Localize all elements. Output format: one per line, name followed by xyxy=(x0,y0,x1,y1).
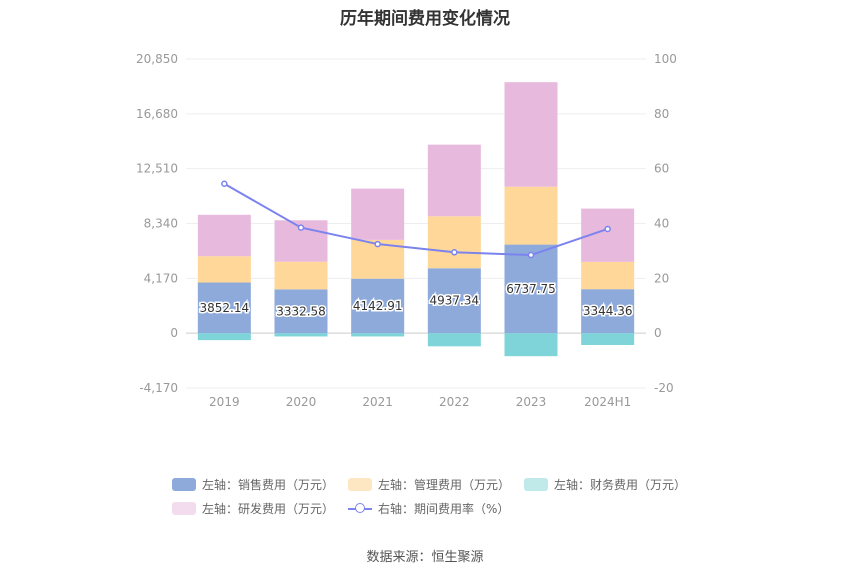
right-axis-tick-label: 60 xyxy=(654,162,669,176)
left-axis-tick-label: 12,510 xyxy=(136,162,178,176)
bar-segment xyxy=(581,261,635,290)
bar-segment xyxy=(504,186,558,245)
legend-swatch-admin xyxy=(348,477,373,491)
expense-rate-point xyxy=(451,249,458,256)
expense-rate-line xyxy=(223,182,608,257)
bar-segment xyxy=(274,333,328,337)
bar-segment xyxy=(351,188,405,240)
legend-swatch-sales xyxy=(172,477,196,491)
left-axis-tick-label: 4,170 xyxy=(144,271,178,285)
left-axis-tick-label: 8,340 xyxy=(144,217,178,231)
bar-data-label: 4937.34 xyxy=(430,294,480,308)
legend-label-sales: 左轴：销售费用（万元） xyxy=(202,477,335,492)
bar-segment xyxy=(274,261,328,290)
left-axis-tick-label: 16,680 xyxy=(136,107,178,121)
bar-segment xyxy=(504,333,558,357)
legend-swatch-rnd xyxy=(172,501,196,515)
x-axis-tick-label: 2022 xyxy=(439,395,470,409)
chart-legend: 左轴：销售费用（万元） 左轴：管理费用（万元） 左轴：财务费用（万元） 左轴：研… xyxy=(172,472,712,520)
left-axis-tick-label: 0 xyxy=(170,326,178,340)
legend-row-2: 左轴：研发费用（万元） 右轴：期间费用率（%） xyxy=(172,496,712,520)
bar-segment xyxy=(197,282,251,334)
legend-item-expense-rate[interactable]: 右轴：期间费用率（%） xyxy=(348,500,509,517)
x-axis-tick-label: 2024H1 xyxy=(584,395,631,409)
bar-segment xyxy=(581,333,635,346)
bar-data-label: 3852.14 xyxy=(200,301,250,315)
legend-item-finance[interactable]: 左轴：财务费用（万元） xyxy=(524,476,686,493)
left-axis-tick-label: -4,170 xyxy=(139,381,178,395)
legend-label-admin: 左轴：管理费用（万元） xyxy=(378,477,511,492)
bar-data-label: 4142.91 xyxy=(353,299,403,313)
bar-data-label: 3332.58 xyxy=(276,304,326,318)
expense-rate-point xyxy=(221,180,228,187)
bar-segment xyxy=(504,244,558,334)
legend-item-rnd[interactable]: 左轴：研发费用（万元） xyxy=(172,500,334,517)
legend-item-sales[interactable]: 左轴：销售费用（万元） xyxy=(172,476,334,493)
bar-segment xyxy=(351,333,405,337)
bar-segment xyxy=(427,144,481,217)
x-axis-tick-label: 2020 xyxy=(286,395,317,409)
legend-swatch-finance xyxy=(524,477,549,491)
x-axis-tick-label: 2023 xyxy=(516,395,547,409)
left-axis-tick-label: 20,850 xyxy=(136,52,178,66)
legend-label-expense-rate: 右轴：期间费用率（%） xyxy=(378,501,510,516)
right-axis-tick-label: 40 xyxy=(654,217,669,231)
right-axis-tick-label: -20 xyxy=(654,381,674,395)
right-axis-tick-label: 20 xyxy=(654,271,669,285)
data-source-note: 数据来源：恒生聚源 xyxy=(366,550,484,565)
right-axis-tick-label: 80 xyxy=(654,107,669,121)
bar-segment xyxy=(427,268,481,334)
expense-rate-point xyxy=(527,251,535,259)
expense-rate-point xyxy=(604,225,611,233)
right-axis-tick-label: 100 xyxy=(654,52,677,66)
legend-line-marker-icon xyxy=(348,502,373,515)
bar-segment xyxy=(274,289,328,334)
right-axis-tick-label: 0 xyxy=(654,326,662,340)
expense-rate-point xyxy=(374,240,381,248)
legend-row-1: 左轴：销售费用（万元） 左轴：管理费用（万元） 左轴：财务费用（万元） xyxy=(172,472,712,496)
legend-item-admin[interactable]: 左轴：管理费用（万元） xyxy=(348,476,510,493)
chart-plot: 3852.14 3332.58 4142.91 4937.34 6737.75 3344.… xyxy=(136,52,677,409)
x-axis-tick-label: 2019 xyxy=(209,395,240,409)
bar-segment xyxy=(197,256,251,283)
bar-data-label: 3344.36 xyxy=(583,304,633,318)
legend-label-rnd: 左轴：研发费用（万元） xyxy=(202,501,335,516)
bar-segment xyxy=(581,289,635,334)
bar-segment xyxy=(197,214,251,257)
bar-segment xyxy=(351,278,405,334)
legend-label-finance: 左轴：财务费用（万元） xyxy=(554,477,687,492)
bar-segment xyxy=(197,333,251,341)
bar-segment xyxy=(504,82,558,187)
bar-segment xyxy=(427,216,481,269)
bar-data-label: 6737.75 xyxy=(506,282,556,296)
x-axis-tick-label: 2021 xyxy=(362,395,393,409)
expense-rate-point xyxy=(297,224,305,231)
chart-title: 历年期间费用变化情况 xyxy=(340,9,510,29)
bar-segment xyxy=(427,333,481,347)
